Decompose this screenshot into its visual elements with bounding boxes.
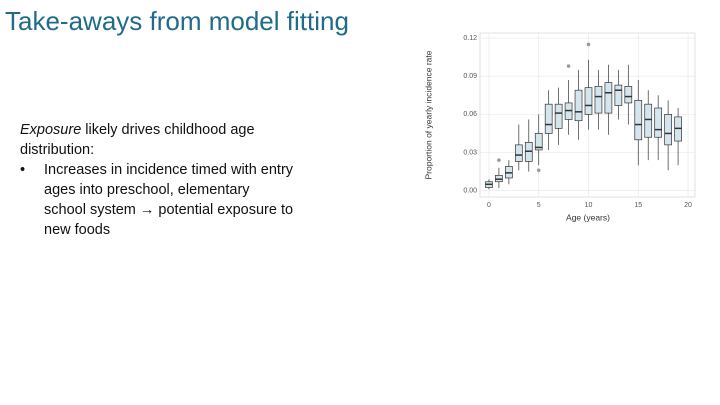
x-axis-label: Age (years) [566,212,610,222]
box [514,144,523,162]
outlier [497,158,501,162]
y-tick-label: 0.09 [463,73,477,80]
y-tick-label: 0.06 [463,111,477,118]
outlier [566,64,571,68]
bullet-list: Increases in incidence timed with entry … [20,160,295,240]
outlier [586,42,591,47]
box [554,103,563,129]
slide-body: Exposure likely drives childhood age dis… [20,120,295,240]
slide-title: Take-aways from model fitting [5,6,349,36]
y-axis-label: Proportion of yearly incidence rate [423,50,433,179]
intro: Exposure likely drives childhood age dis… [20,120,295,160]
chart: Proportion of yearly incidence rate Age … [423,32,696,222]
y-tick-label: 0.12 [463,35,477,42]
emphasis: Exposure [20,122,82,138]
box [584,87,593,115]
box [624,86,633,104]
box [574,89,583,122]
box [614,84,623,106]
box [604,82,613,114]
y-tick-label: 0.03 [463,149,477,156]
intro-text: likely drives childhood age distribution… [20,122,255,158]
box [654,107,663,138]
box [644,103,653,138]
y-tick-label: 0.00 [463,187,477,194]
x-tick-label: 10 [585,202,593,209]
x-tick-label: 0 [487,202,491,209]
box [664,114,672,146]
outlier [536,168,541,173]
box [534,133,543,151]
box [594,86,603,114]
box [634,100,643,141]
x-tick-label: 20 [684,202,692,209]
box [544,103,553,134]
x-tick-label: 15 [634,202,642,209]
x-tick-label: 5 [537,202,541,209]
bullet: Increases in incidence timed with entry … [20,160,295,240]
